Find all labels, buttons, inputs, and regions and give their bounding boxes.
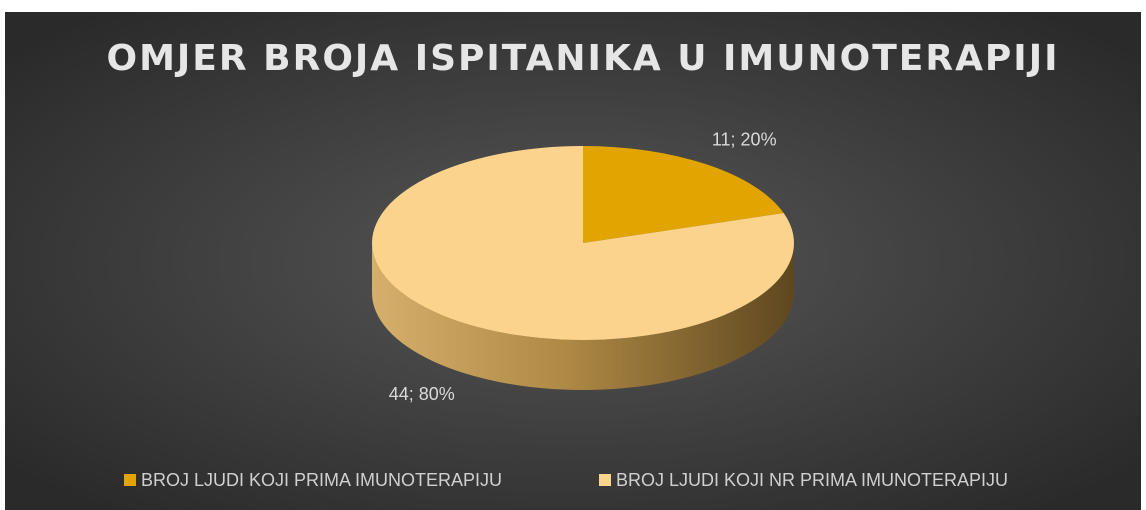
data-label: 11; 20% [712, 130, 777, 150]
legend: BROJ LJUDI KOJI PRIMA IMUNOTERAPIJU BROJ … [124, 470, 1008, 490]
legend-label: BROJ LJUDI KOJI PRIMA IMUNOTERAPIJU [141, 470, 502, 490]
pie: 11; 20% 44; 80% [372, 130, 795, 404]
legend-swatch [599, 474, 611, 486]
data-label: 44; 80% [389, 384, 455, 404]
legend-swatch [124, 474, 136, 486]
chart-title: OMJER BROJA ISPITANIKA U IMUNOTERAPIJI [106, 38, 1059, 79]
legend-label: BROJ LJUDI KOJI NR PRIMA IMUNOTERAPIJU [616, 470, 1008, 490]
pie-slice [372, 146, 795, 340]
pie-slice [583, 146, 784, 243]
pie-slice-side [372, 243, 794, 390]
